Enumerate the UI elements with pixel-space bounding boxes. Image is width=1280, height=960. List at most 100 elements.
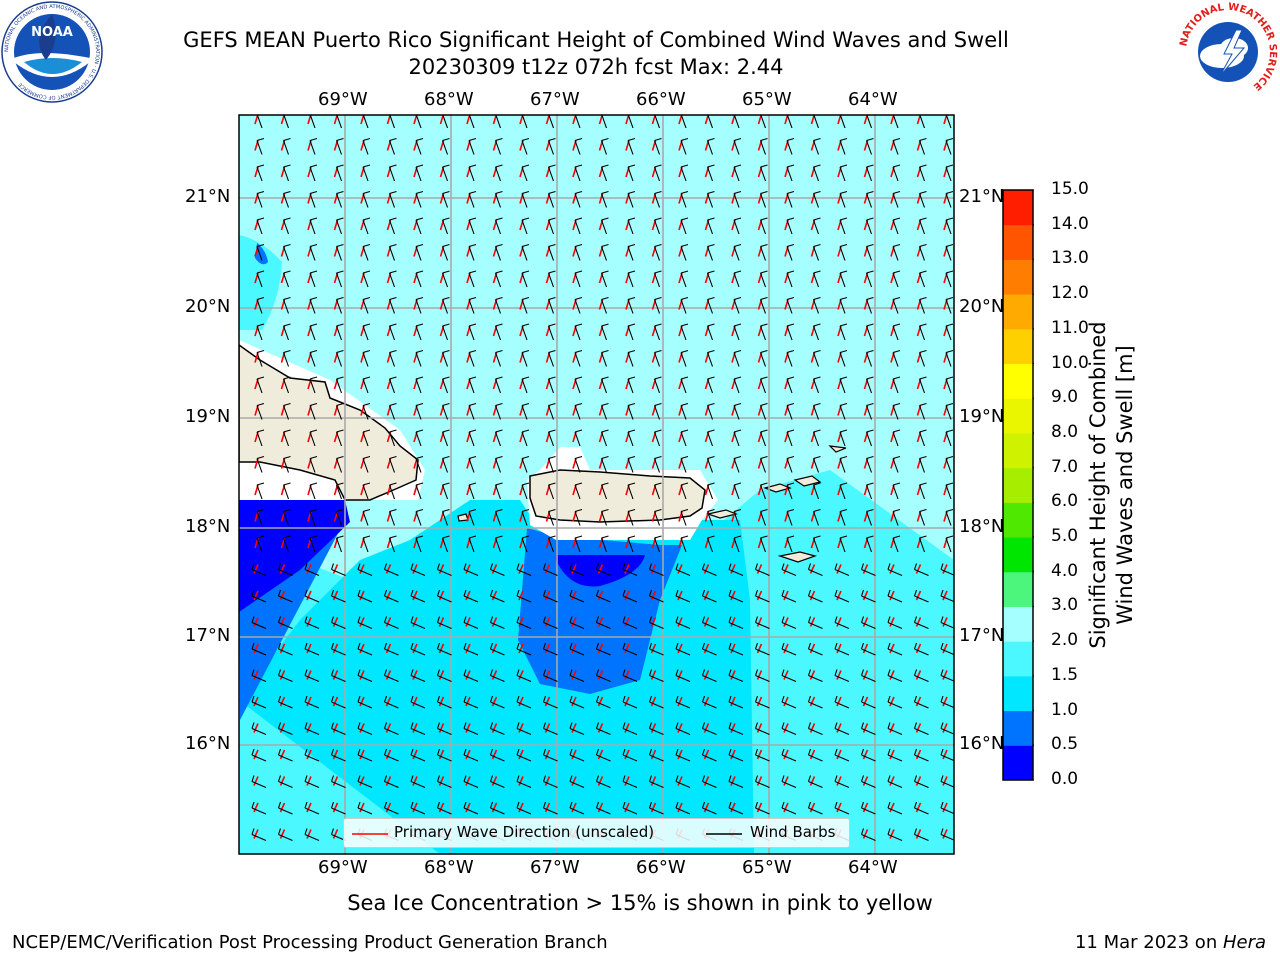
wind-barb bbox=[807, 669, 823, 683]
wind-barb bbox=[839, 508, 848, 526]
colorbar-segment bbox=[1003, 571, 1033, 607]
wave-direction-arrow bbox=[306, 564, 312, 574]
wind-barb bbox=[574, 115, 581, 129]
wind-barb bbox=[680, 429, 689, 447]
wind-barb bbox=[654, 115, 661, 129]
colorbar-label: Significant Height of Combined Wind Wave… bbox=[1085, 185, 1145, 785]
wave-direction-arrow bbox=[942, 590, 948, 601]
colorbar-segment bbox=[1003, 710, 1033, 746]
wind-barb bbox=[860, 828, 876, 842]
wind-barb bbox=[759, 535, 768, 553]
wind-barb bbox=[733, 376, 742, 394]
wave-direction-arrow bbox=[518, 723, 524, 733]
wind-barb bbox=[251, 695, 267, 709]
wave-direction-arrow bbox=[253, 749, 259, 760]
colorbar-tick-label: 10.0 bbox=[1051, 352, 1089, 373]
wind-barb bbox=[892, 455, 901, 473]
wind-barb bbox=[251, 563, 267, 577]
wind-barb bbox=[892, 508, 901, 526]
wind-barb bbox=[410, 616, 426, 630]
wind-barb bbox=[648, 669, 664, 683]
wind-barb bbox=[812, 402, 821, 420]
wind-barb bbox=[807, 642, 823, 656]
wind-barb bbox=[600, 535, 609, 553]
wind-barb bbox=[362, 376, 371, 394]
wind-barb bbox=[786, 455, 795, 473]
wind-barb bbox=[277, 669, 293, 683]
wind-barb bbox=[680, 402, 689, 420]
wind-barb bbox=[521, 508, 530, 526]
wind-barb bbox=[547, 508, 556, 526]
wind-barb bbox=[733, 535, 742, 553]
wind-barb bbox=[812, 217, 821, 235]
wind-barb bbox=[728, 801, 744, 815]
wind-barb bbox=[383, 748, 399, 762]
wind-barb bbox=[918, 482, 927, 500]
wind-barb bbox=[759, 296, 768, 314]
wind-barb bbox=[256, 508, 265, 526]
wind-barb bbox=[653, 429, 662, 447]
wind-barb bbox=[919, 115, 926, 129]
wind-barb bbox=[595, 563, 611, 577]
wind-barb bbox=[330, 669, 346, 683]
wave-direction-arrow bbox=[809, 564, 816, 574]
wind-barb bbox=[706, 402, 715, 420]
wave-direction-arrow bbox=[597, 590, 604, 601]
wave-direction-arrow bbox=[544, 802, 551, 813]
wind-barb bbox=[362, 164, 371, 182]
wind-barb bbox=[383, 775, 399, 789]
wind-barb bbox=[436, 748, 452, 762]
wave-direction-arrow bbox=[783, 749, 789, 760]
wind-barb bbox=[304, 722, 320, 736]
wind-barb bbox=[441, 137, 450, 155]
wave-direction-arrow bbox=[862, 564, 869, 574]
wind-barb bbox=[887, 828, 903, 842]
wind-barb bbox=[489, 775, 505, 789]
wind-barb bbox=[759, 270, 768, 288]
wind-barb bbox=[706, 535, 715, 553]
wave-direction-arrow bbox=[385, 590, 392, 601]
wind-barb bbox=[463, 801, 479, 815]
colorbar-segment bbox=[1003, 606, 1033, 642]
wind-barb bbox=[945, 349, 954, 367]
wave-direction-arrow bbox=[518, 643, 524, 654]
wave-direction-arrow bbox=[306, 723, 312, 733]
wind-barb bbox=[521, 376, 530, 394]
wind-barb bbox=[547, 190, 556, 208]
wind-barb bbox=[357, 775, 373, 789]
wind-barb bbox=[653, 508, 662, 526]
wind-barb bbox=[415, 164, 424, 182]
wind-barb bbox=[786, 323, 795, 341]
wave-direction-arrow bbox=[942, 776, 948, 786]
wave-direction-arrow bbox=[809, 802, 816, 813]
wind-barb bbox=[945, 270, 954, 288]
map-legend: Primary Wave Direction (unscaled) Wind B… bbox=[343, 818, 850, 848]
run-date-text: 11 Mar 2023 on bbox=[1074, 932, 1223, 953]
wind-barb bbox=[600, 243, 609, 261]
wind-barb bbox=[913, 669, 929, 683]
wind-barb bbox=[441, 535, 450, 553]
wind-barb bbox=[701, 563, 717, 577]
wave-direction-arrow bbox=[942, 829, 948, 839]
branch-credit: NCEP/EMC/Verification Post Processing Pr… bbox=[12, 932, 608, 953]
wave-direction-arrow bbox=[809, 670, 816, 680]
wind-barb bbox=[865, 535, 874, 553]
wind-barb bbox=[940, 828, 954, 841]
wind-barb bbox=[680, 482, 689, 500]
wind-barb bbox=[701, 669, 717, 683]
svg-text:NOAA: NOAA bbox=[31, 25, 73, 40]
wind-barb bbox=[733, 190, 742, 208]
wave-direction-arrow bbox=[915, 749, 922, 760]
wave-direction-arrow bbox=[306, 643, 312, 654]
wind-barb bbox=[335, 482, 344, 500]
wind-barb bbox=[887, 563, 903, 577]
wave-direction-arrow bbox=[730, 749, 736, 760]
wave-direction-arrow bbox=[465, 590, 471, 601]
wind-barb bbox=[627, 243, 636, 261]
wind-barb bbox=[701, 589, 717, 603]
wind-barb bbox=[494, 137, 503, 155]
wind-barb bbox=[542, 748, 558, 762]
wind-barb bbox=[706, 243, 715, 261]
wind-barb bbox=[860, 722, 876, 736]
wind-barb bbox=[309, 243, 318, 261]
